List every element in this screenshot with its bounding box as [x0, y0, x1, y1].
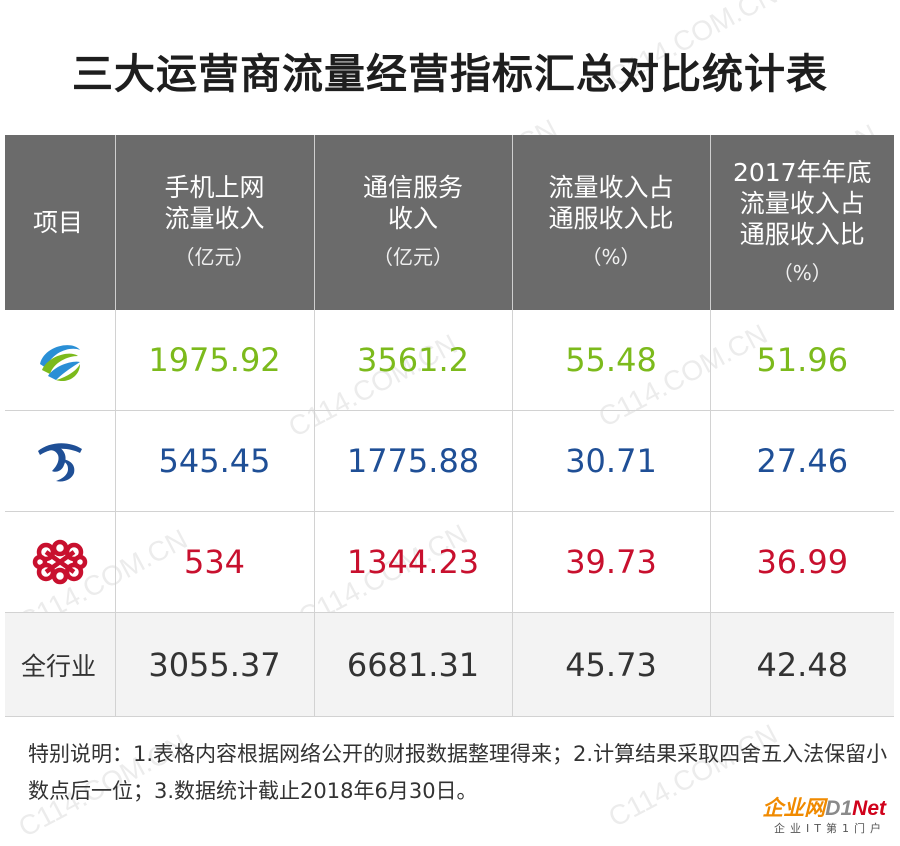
header-unit: （%） [581, 245, 641, 269]
table-row-industry-total: 全行业 3055.37 6681.31 45.73 42.48 [5, 612, 894, 717]
header-unit: （亿元） [373, 245, 453, 269]
cell-traffic-ratio-2017: 51.96 [710, 310, 894, 411]
china-mobile-logo-icon [39, 345, 80, 382]
header-label: 流量收入占 通服收入比 [548, 173, 674, 233]
china-unicom-logo-icon [32, 539, 87, 585]
row-logo-cell [5, 410, 116, 512]
table-row-china-mobile: 1975.92 3561.2 55.48 51.96 [5, 310, 894, 411]
table-header-row: 项目 手机上网 流量收入 （亿元） 通信服务 收入 （亿元） 流量收入占 通服收… [5, 135, 894, 310]
cell-telecom-service-revenue: 3561.2 [314, 310, 513, 411]
footnote: 特别说明：1.表格内容根据网络公开的财报数据整理得来；2.计算结果采取四舍五入法… [28, 742, 888, 803]
header-mobile-traffic-revenue: 手机上网 流量收入 （亿元） [115, 135, 315, 310]
brand-part: Net [852, 797, 886, 820]
row-label: 全行业 [5, 612, 116, 717]
header-label: 项目 [33, 208, 84, 237]
header-traffic-ratio-2017: 2017年年底 流量收入占 通服收入比 （%） [710, 135, 894, 310]
cell-telecom-service-revenue: 1775.88 [314, 410, 513, 512]
cell-mobile-traffic-revenue: 3055.37 [115, 612, 315, 717]
table-row-china-telecom: 545.45 1775.88 30.71 27.46 [5, 410, 894, 512]
cell-telecom-service-revenue: 6681.31 [314, 612, 513, 717]
cell-traffic-ratio: 39.73 [512, 511, 711, 613]
header-label: 通信服务 收入 [362, 173, 463, 233]
cell-mobile-traffic-revenue: 545.45 [115, 410, 315, 512]
header-unit: （%） [772, 260, 832, 285]
header-unit: （亿元） [174, 245, 255, 269]
brand-tagline: 企业IT第1门户 [774, 822, 886, 835]
china-telecom-logo-icon [37, 443, 82, 482]
cell-traffic-ratio: 45.73 [512, 612, 711, 717]
brand-name: 企业网D1Net [762, 798, 886, 820]
header-item: 项目 [5, 135, 116, 310]
header-label: 手机上网 流量收入 [164, 173, 265, 233]
page-title: 三大运营商流量经营指标汇总对比统计表 [72, 50, 828, 98]
cell-traffic-ratio-2017: 42.48 [710, 612, 894, 717]
brand-part: D1 [825, 797, 853, 820]
cell-telecom-service-revenue: 1344.23 [314, 511, 513, 613]
brand-part: 企业网 [762, 797, 826, 820]
cell-traffic-ratio: 55.48 [512, 310, 711, 411]
header-traffic-ratio: 流量收入占 通服收入比 （%） [512, 135, 711, 310]
cell-traffic-ratio-2017: 27.46 [710, 410, 894, 512]
cell-mobile-traffic-revenue: 1975.92 [115, 310, 315, 411]
cell-mobile-traffic-revenue: 534 [115, 511, 315, 613]
d1net-logo: 企业网D1Net 企业IT第1门户 [762, 798, 886, 836]
cell-traffic-ratio: 30.71 [512, 410, 711, 512]
row-logo-cell [5, 310, 116, 411]
comparison-table: 项目 手机上网 流量收入 （亿元） 通信服务 收入 （亿元） 流量收入占 通服收… [5, 135, 894, 717]
row-logo-cell [5, 511, 116, 613]
table-row-china-unicom: 534 1344.23 39.73 36.99 [5, 511, 894, 613]
header-telecom-service-revenue: 通信服务 收入 （亿元） [314, 135, 513, 310]
cell-traffic-ratio-2017: 36.99 [710, 511, 894, 613]
header-label: 2017年年底 流量收入占 通服收入比 [732, 157, 872, 249]
